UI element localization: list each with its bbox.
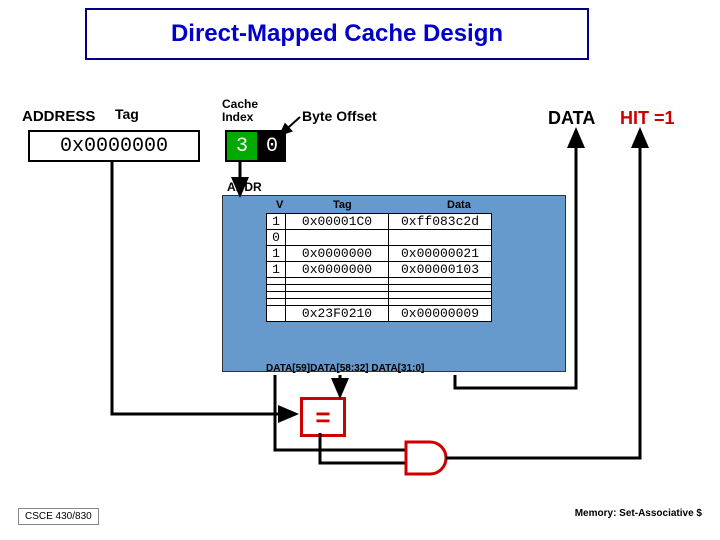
address-offset-box: 0 [258, 130, 286, 162]
cache-data-cell [389, 285, 492, 292]
footer-right: Memory: Set-Associative $ [575, 508, 702, 519]
address-label: ADDRESS [22, 108, 95, 125]
cache-data-cell [389, 292, 492, 299]
cache-tag-cell: 0x00001C0 [286, 214, 389, 230]
cache-index-label: CacheIndex [222, 98, 258, 124]
cache-valid-cell: 0 [267, 230, 286, 246]
title-text: Direct-Mapped Cache Design [171, 20, 503, 48]
cache-tag-cell: 0x0000000 [286, 262, 389, 278]
cache-tag-cell: 0x23F0210 [286, 306, 389, 322]
cache-data-cell: 0x00000103 [389, 262, 492, 278]
cache-tag-cell: 0x0000000 [286, 246, 389, 262]
cache-tag-cell [286, 299, 389, 306]
cache-valid-cell [267, 306, 286, 322]
addr-small-label: ADDR [227, 180, 262, 194]
cache-valid-cell [267, 299, 286, 306]
cache-tag-cell [286, 292, 389, 299]
address-index-box: 3 [225, 130, 259, 162]
cache-data-cell [389, 299, 492, 306]
byte-offset-label: Byte Offset [302, 108, 377, 124]
cache-tag-cell [286, 285, 389, 292]
comparator-box: = [300, 397, 346, 437]
cache-valid-cell [267, 285, 286, 292]
title-box: Direct-Mapped Cache Design [85, 8, 589, 60]
data-output-label: DATA [548, 108, 595, 129]
tag-label: Tag [115, 106, 139, 122]
cache-data-cell: 0x00000021 [389, 246, 492, 262]
tag-header: Tag [333, 199, 352, 211]
footer-left: CSCE 430/830 [18, 508, 99, 525]
cache-tag-cell [286, 230, 389, 246]
cache-tag-cell [286, 278, 389, 285]
cache-data-cell [389, 278, 492, 285]
address-tag-box: 0x0000000 [28, 130, 200, 162]
cache-valid-cell: 1 [267, 214, 286, 230]
hit-label: HIT =1 [620, 108, 675, 129]
valid-header: V [276, 199, 283, 211]
data-slice-labels: DATA[59]DATA[58:32] DATA[31:0] [266, 363, 424, 374]
cache-valid-cell [267, 292, 286, 299]
cache-valid-cell: 1 [267, 262, 286, 278]
cache-valid-cell [267, 278, 286, 285]
cache-table: 10x00001C00xff083c2d010x00000000x0000002… [266, 213, 492, 322]
cache-valid-cell: 1 [267, 246, 286, 262]
data-header: Data [447, 199, 471, 211]
cache-data-cell [389, 230, 492, 246]
cache-data-cell: 0xff083c2d [389, 214, 492, 230]
cache-data-cell: 0x00000009 [389, 306, 492, 322]
